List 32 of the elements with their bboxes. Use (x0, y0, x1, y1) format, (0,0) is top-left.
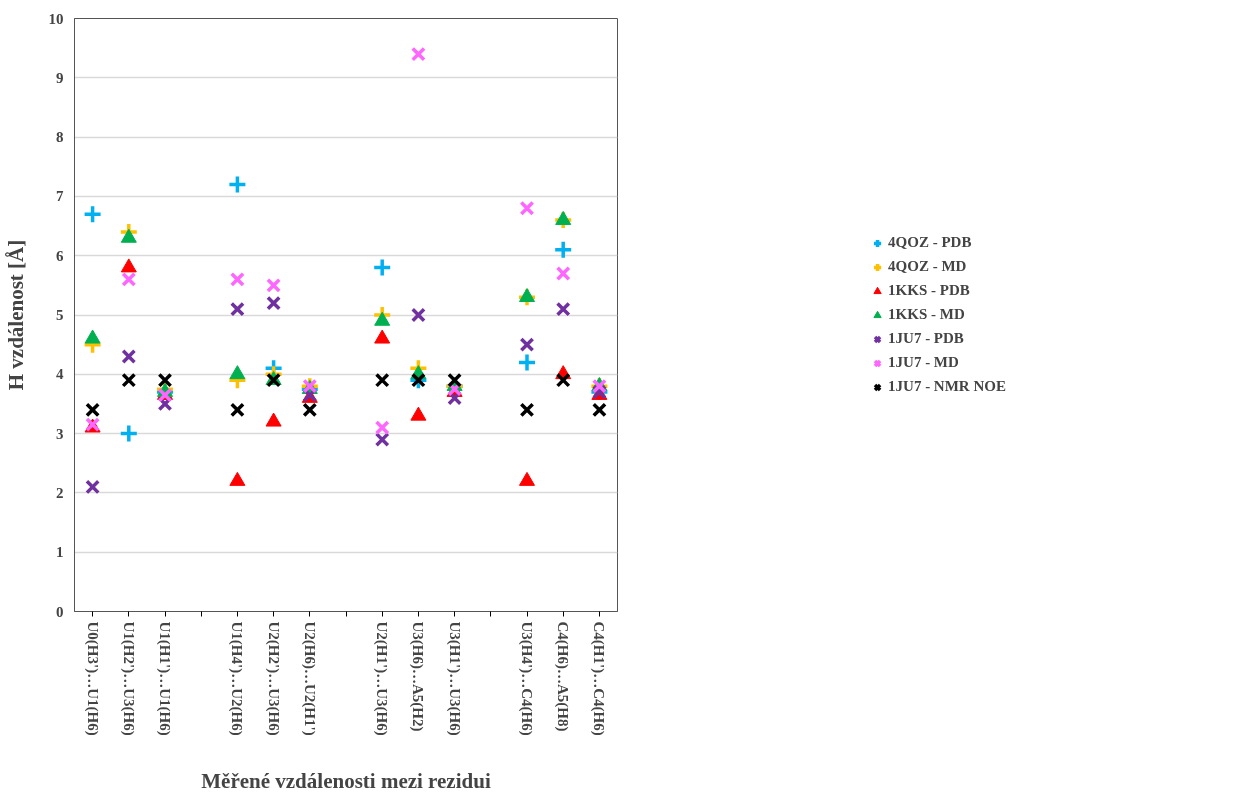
y-tick-label: 10 (48, 10, 64, 27)
x-tick-label: C4(H6)…A5(H8) (554, 621, 572, 732)
legend-label: 1JU7 - PDB (888, 330, 964, 347)
legend-label: 1KKS - PDB (888, 282, 970, 299)
x-tick-label: U2(H2')…U3(H6) (264, 621, 282, 736)
x-tick-label: U3(H4')…C4(H6) (518, 621, 535, 736)
legend-label: 4QOZ - PDB (888, 234, 972, 251)
y-tick-label: 1 (56, 544, 64, 561)
x-tick-label: U1(H4')…U2(H6) (228, 621, 246, 736)
legend-label: 1JU7 - NMR NOE (888, 378, 1006, 395)
y-tick-label: 7 (56, 188, 64, 205)
y-tick-label: 6 (56, 247, 64, 264)
x-tick-label: U3(H1')…U3(H6) (445, 621, 463, 736)
x-tick-label: U1(H2')…U3(H6) (119, 621, 137, 736)
y-tick-label: 3 (56, 425, 64, 442)
x-tick-label: U3(H6)…A5(H2) (409, 621, 427, 732)
y-tick-label: 9 (56, 69, 64, 86)
y-tick-label: 0 (56, 603, 64, 620)
y-tick-label: 4 (56, 366, 64, 383)
legend-label: 4QOZ - MD (888, 258, 967, 275)
y-tick-label: 5 (56, 307, 64, 323)
x-tick-label: U2(H6)…U2(H1') (300, 621, 318, 736)
x-tick-label: U2(H1')…U3(H6) (373, 621, 391, 736)
legend-label: 1KKS - MD (888, 306, 965, 323)
x-axis-title: Měřené vzdálenosti mezi rezidui (201, 768, 491, 793)
y-tick-label: 2 (56, 484, 64, 501)
x-tick-label: U1(H1')…U1(H6) (156, 621, 173, 736)
x-tick-label: C4(H1')…C4(H6) (590, 621, 608, 736)
x-tick-label: U0(H3')…U1(H6) (83, 621, 101, 736)
y-axis-title: H vzdálenost [Å] (3, 239, 28, 391)
y-tick-label: 8 (56, 129, 64, 146)
legend-label: 1JU7 - MD (888, 354, 959, 371)
